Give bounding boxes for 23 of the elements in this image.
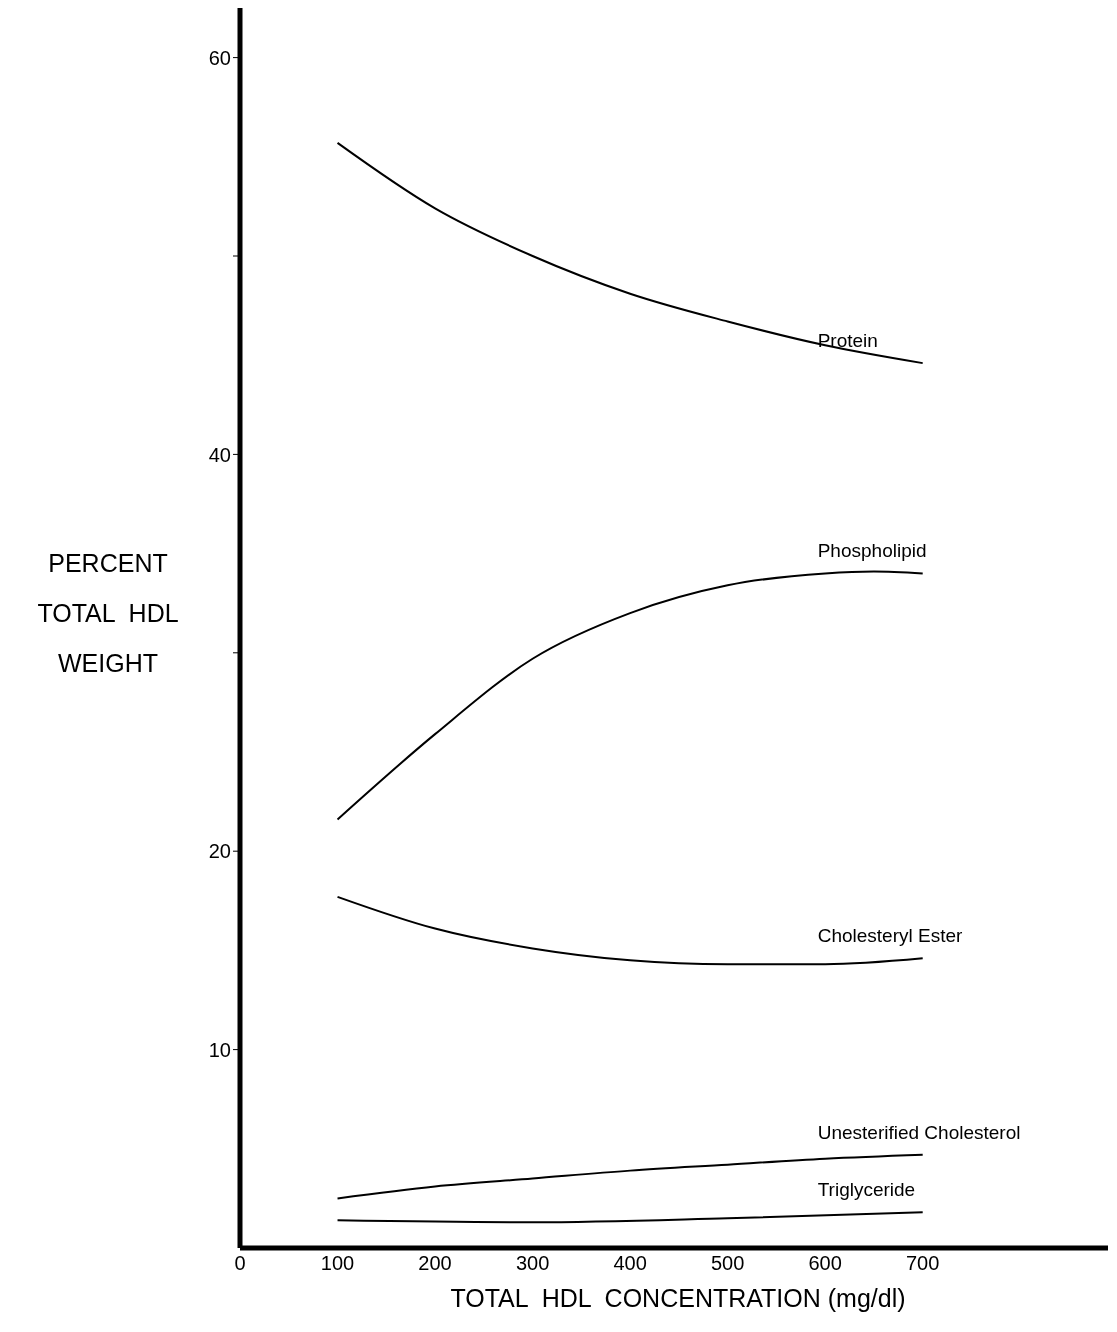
x-tick-label: 500	[710, 1252, 745, 1275]
series-label: Cholesteryl Ester	[817, 925, 964, 947]
x-tick-label: 400	[613, 1252, 647, 1275]
line-series	[336, 1211, 924, 1224]
x-tick-label: 300	[515, 1252, 550, 1275]
y-axis-title: PERCENT TOTAL HDL WEIGHT	[36, 548, 180, 679]
x-tick-label: 600	[808, 1252, 842, 1275]
x-tick-label: 200	[418, 1252, 452, 1275]
x-axis-title: TOTAL HDL CONCENTRATION (mg/dl)	[449, 1284, 907, 1313]
y-tick-label: 10	[208, 1038, 231, 1061]
series-label: Protein	[817, 330, 878, 352]
x-tick-label: 100	[320, 1252, 355, 1275]
y-tick-label: 40	[208, 443, 231, 466]
line-series	[336, 141, 924, 365]
series-label: Unesterified Cholesterol	[817, 1121, 1021, 1143]
x-tick-label: 700	[906, 1252, 940, 1275]
series-label: Phospholipid	[817, 540, 927, 562]
line-series	[336, 570, 924, 821]
y-tick-label: 60	[208, 46, 231, 69]
x-tick-label: 0	[234, 1252, 246, 1275]
line-series	[336, 1153, 924, 1200]
series-label: Triglyceride	[817, 1179, 916, 1201]
y-tick-label: 20	[208, 840, 231, 863]
